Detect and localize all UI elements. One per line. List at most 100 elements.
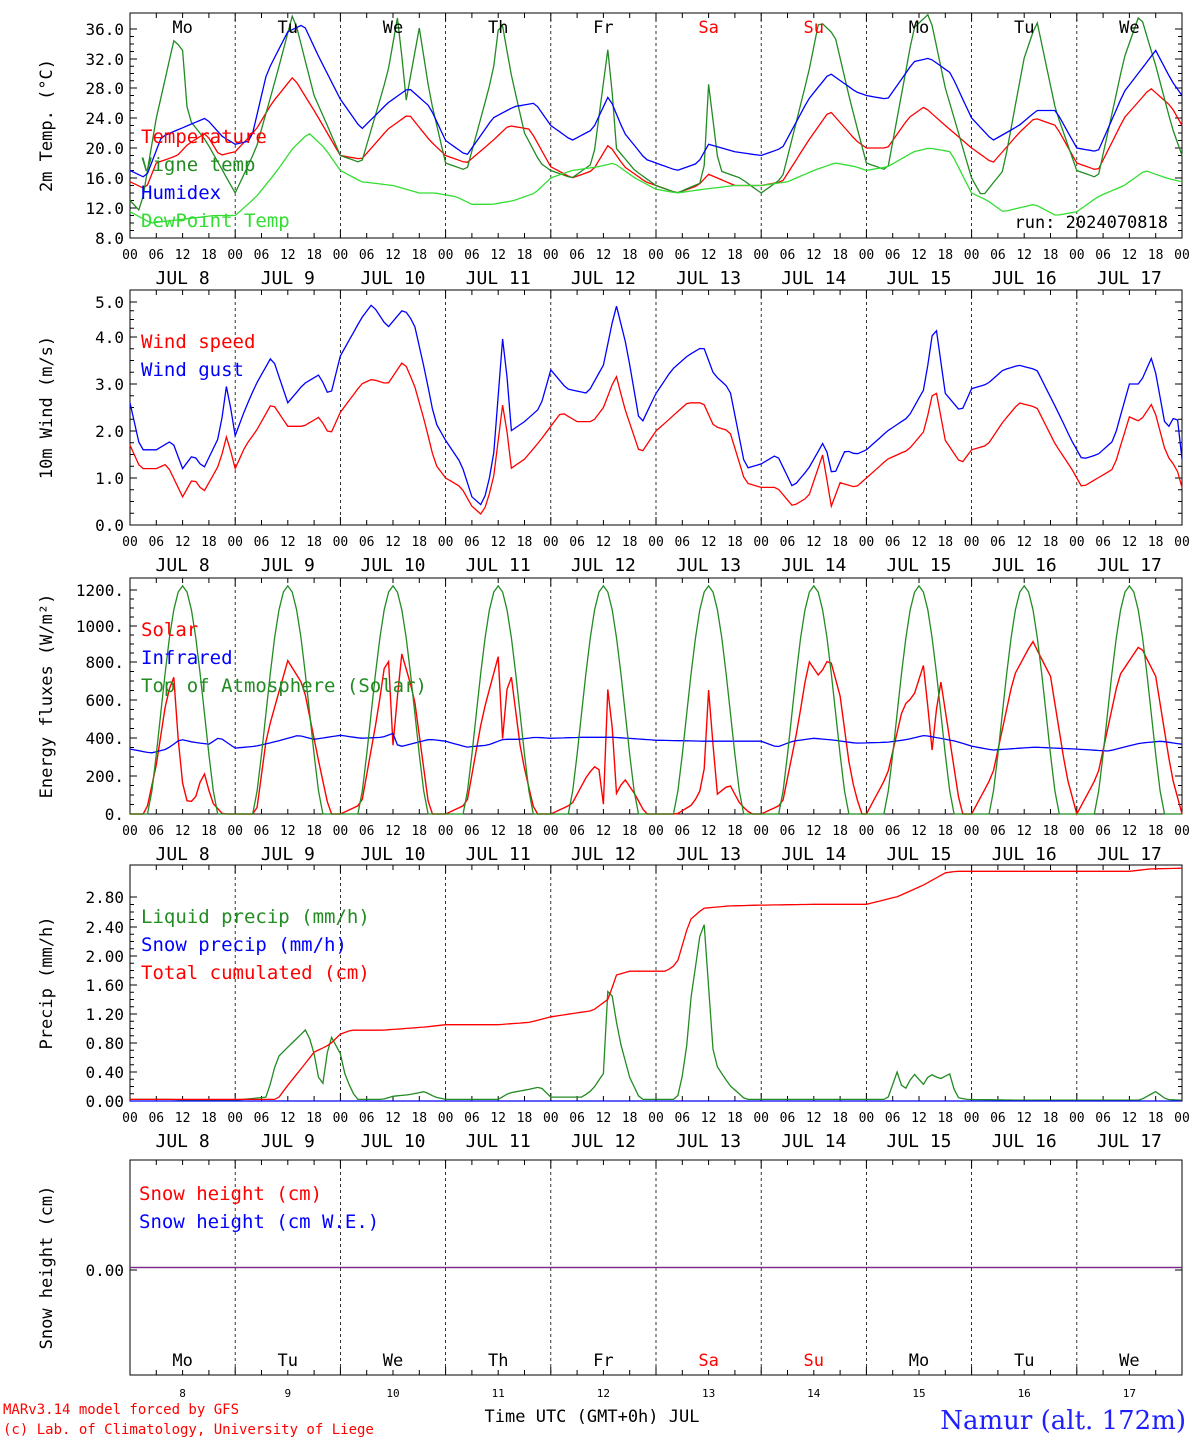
- hour-tick-label: 00: [648, 824, 664, 839]
- date-label: JUL 15: [886, 555, 951, 576]
- day-name-label: Tu: [1014, 18, 1034, 38]
- hour-tick-label: 00: [753, 824, 769, 839]
- hour-tick-label: 06: [1095, 824, 1111, 839]
- hour-tick-label: 06: [674, 248, 690, 263]
- hour-tick-label: 00: [859, 1111, 875, 1126]
- hour-tick-label: 06: [1095, 535, 1111, 550]
- date-label: JUL 16: [992, 1131, 1057, 1152]
- footer-copyright-line: (c) Lab. of Climatology, University of L…: [3, 1422, 374, 1438]
- y-axis-label: 2m Temp. (°C): [37, 59, 57, 192]
- hour-tick-label: 18: [937, 1111, 953, 1126]
- hour-tick-label: 00: [1174, 1111, 1190, 1126]
- day-number-label: 12: [597, 1387, 610, 1400]
- hour-tick-label: 18: [1148, 824, 1164, 839]
- hour-tick-label: 06: [569, 824, 585, 839]
- y-tick-label: 24.0: [85, 109, 124, 128]
- hour-tick-label: 12: [385, 1111, 401, 1126]
- date-label: JUL 17: [1097, 1131, 1162, 1152]
- legend-entry: Top of Atmosphere (Solar): [141, 675, 427, 697]
- series-line: [130, 584, 1182, 815]
- legend-entry: Liquid precip (mm/h): [141, 906, 370, 928]
- hour-tick-label: 00: [333, 1111, 349, 1126]
- hour-tick-label: 00: [543, 824, 559, 839]
- date-label: JUL 9: [261, 555, 315, 576]
- hour-tick-label: 12: [806, 1111, 822, 1126]
- date-label: JUL 12: [571, 844, 636, 865]
- series-line: [129, 304, 1183, 506]
- hour-tick-label: 00: [227, 248, 243, 263]
- series-line: [129, 362, 1183, 515]
- y-tick-label: 600.: [85, 691, 124, 710]
- hour-tick-label: 06: [569, 248, 585, 263]
- hour-tick-label: 18: [517, 535, 533, 550]
- date-label: JUL 8: [156, 1131, 210, 1152]
- day-name-label: Mo: [172, 1351, 192, 1371]
- date-label: JUL 11: [466, 1131, 531, 1152]
- date-label: JUL 10: [360, 844, 425, 865]
- hour-tick-label: 06: [464, 824, 480, 839]
- y-tick-label: 0.40: [85, 1063, 124, 1082]
- date-label: JUL 13: [676, 555, 741, 576]
- hour-tick-label: 00: [227, 1111, 243, 1126]
- station-label: Namur (alt. 172m): [940, 1406, 1186, 1436]
- legend-entry: Wind speed: [141, 331, 255, 353]
- y-tick-label: 1.60: [85, 976, 124, 995]
- hour-tick-label: 00: [1069, 824, 1085, 839]
- y-tick-label: 32.0: [85, 50, 124, 69]
- hour-tick-label: 12: [596, 535, 612, 550]
- day-number-label: 14: [807, 1387, 821, 1400]
- date-label: JUL 10: [360, 268, 425, 289]
- hour-tick-label: 12: [490, 824, 506, 839]
- hour-tick-label: 00: [1174, 248, 1190, 263]
- hour-tick-label: 18: [201, 1111, 217, 1126]
- run-label: run: 2024070818: [1014, 213, 1168, 233]
- day-name-label: Su: [804, 1351, 824, 1371]
- hour-tick-label: 00: [1174, 824, 1190, 839]
- day-name-label: Mo: [172, 18, 192, 38]
- hour-tick-label: 06: [464, 535, 480, 550]
- hour-tick-label: 06: [569, 535, 585, 550]
- hour-tick-label: 18: [727, 248, 743, 263]
- y-tick-label: 2.0: [95, 422, 124, 441]
- hour-tick-label: 18: [832, 248, 848, 263]
- hour-tick-label: 00: [543, 1111, 559, 1126]
- hour-tick-label: 00: [122, 248, 138, 263]
- hour-tick-label: 18: [517, 248, 533, 263]
- day-name-label: Tu: [278, 18, 298, 38]
- hour-tick-label: 00: [122, 1111, 138, 1126]
- hour-tick-label: 18: [1148, 248, 1164, 263]
- hour-tick-label: 06: [1095, 1111, 1111, 1126]
- day-number-label: 13: [702, 1387, 715, 1400]
- y-tick-label: 3.0: [95, 375, 124, 394]
- y-tick-label: 8.0: [95, 229, 124, 248]
- day-name-label: Tu: [1014, 1351, 1034, 1371]
- hour-tick-label: 06: [254, 535, 270, 550]
- day-number-label: 9: [284, 1387, 291, 1400]
- hour-tick-label: 06: [990, 1111, 1006, 1126]
- day-name-label: Su: [804, 18, 824, 38]
- hour-tick-label: 00: [122, 824, 138, 839]
- hour-tick-label: 18: [832, 824, 848, 839]
- day-number-label: 10: [386, 1387, 399, 1400]
- hour-tick-label: 06: [1095, 248, 1111, 263]
- hour-tick-label: 18: [622, 1111, 638, 1126]
- hour-tick-label: 00: [859, 824, 875, 839]
- hour-tick-label: 00: [753, 1111, 769, 1126]
- hour-tick-label: 12: [911, 1111, 927, 1126]
- hour-tick-label: 12: [806, 824, 822, 839]
- hour-tick-label: 00: [543, 535, 559, 550]
- hour-tick-label: 00: [859, 535, 875, 550]
- y-tick-label: 5.0: [95, 293, 124, 312]
- footer-model-line: MARv3.14 model forced by GFS: [3, 1402, 239, 1418]
- legend-entry: Temperature: [141, 126, 267, 148]
- hour-tick-label: 06: [780, 535, 796, 550]
- date-label: JUL 8: [156, 844, 210, 865]
- hour-tick-label: 18: [411, 535, 427, 550]
- y-axis-label: Snow height (cm): [37, 1186, 57, 1350]
- hour-tick-label: 18: [832, 1111, 848, 1126]
- hour-tick-label: 06: [254, 248, 270, 263]
- legend-entry: Humidex: [141, 182, 221, 204]
- day-name-label: We: [1119, 1351, 1139, 1371]
- hour-tick-label: 06: [674, 1111, 690, 1126]
